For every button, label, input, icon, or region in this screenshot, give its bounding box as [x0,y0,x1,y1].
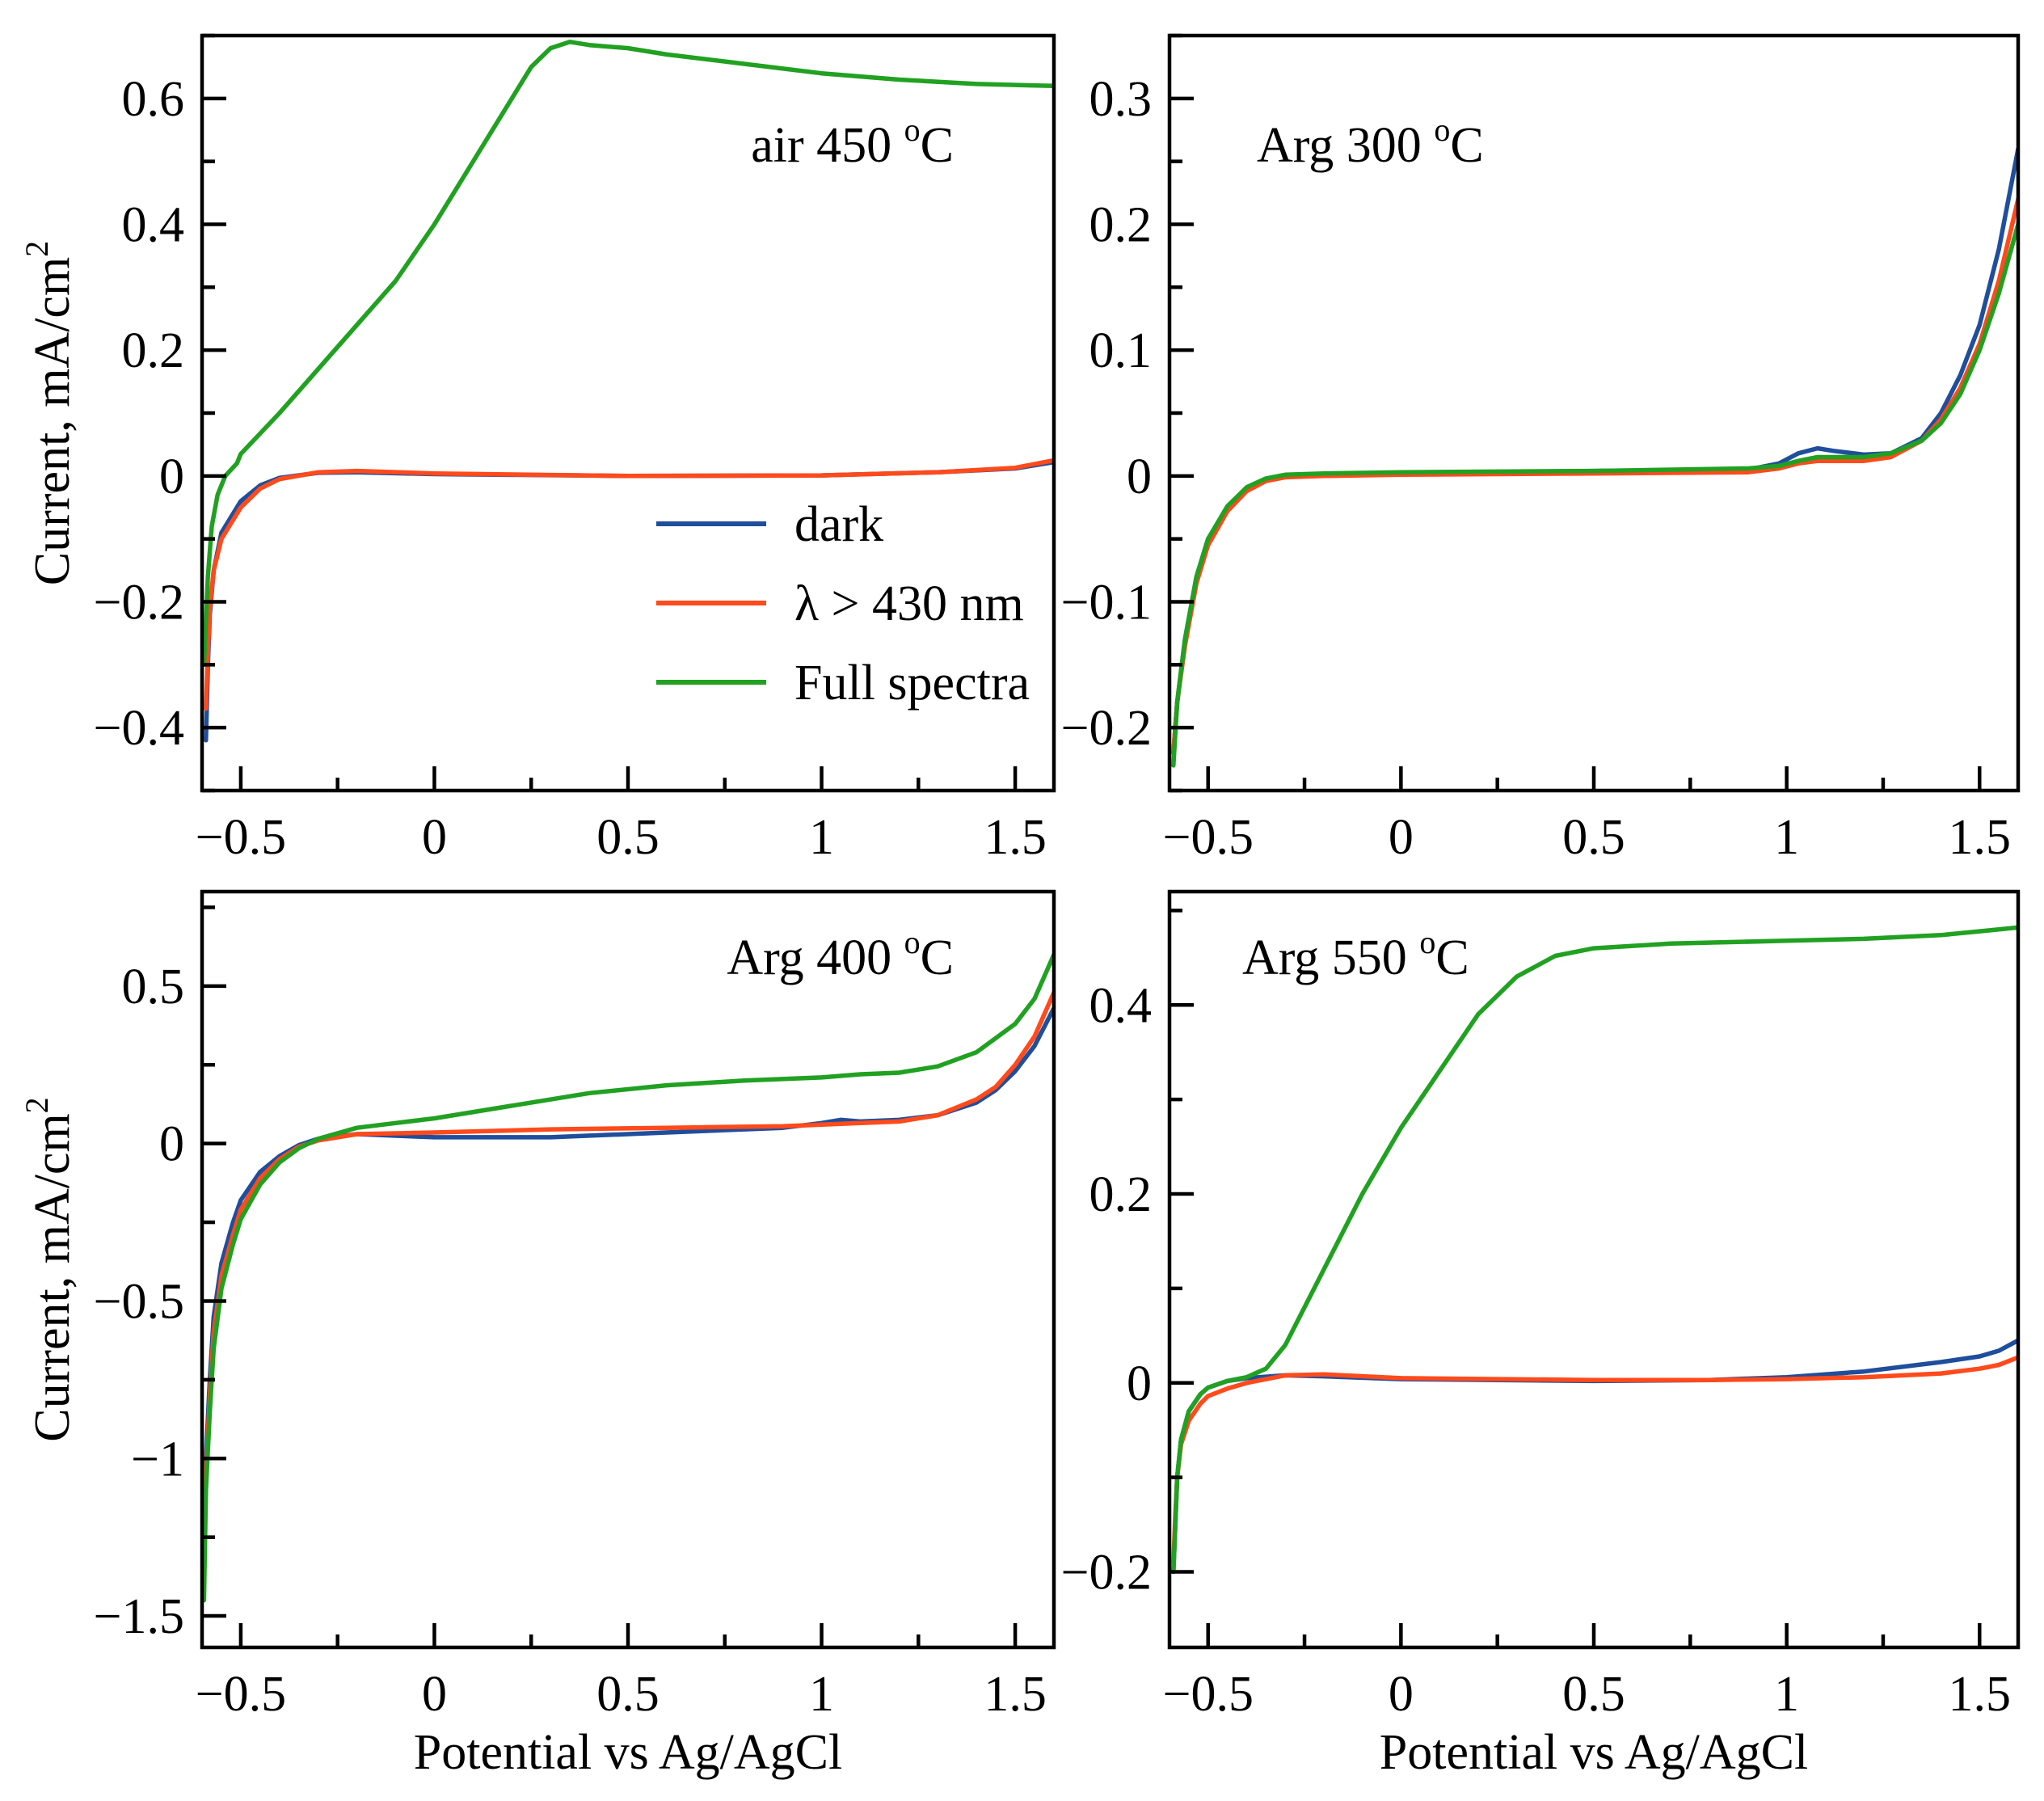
plot-frame [1167,889,2021,1650]
legend-label: dark [794,497,883,552]
plot-frame [200,889,1056,1650]
x-tick-label: 0.5 [1562,1667,1625,1722]
x-tick-label: 0.5 [596,1667,660,1722]
y-tick-label: −0.2 [1061,1546,1152,1601]
series--430-nm [204,458,1054,711]
x-tick-label: 0.5 [1562,810,1625,865]
panel-label: air 450 oC [751,112,954,173]
y-tick-label: −1.5 [94,1589,184,1644]
y-axis-title-text: Current, mA/cm [25,257,80,585]
x-tick-label: 1.5 [984,1667,1047,1722]
series--430-nm [1171,1355,2018,1565]
y-tick-label: −0.1 [1061,576,1152,631]
y-tick-label: 0.1 [1089,323,1153,378]
x-tick-label: 1 [1774,810,1799,865]
x-tick-label: 1 [809,1667,834,1722]
y-tick-label: 0 [1127,449,1152,504]
x-tick-label: 1 [809,810,834,865]
x-tick-label: −0.5 [1162,810,1253,865]
y-tick-label: 0.4 [1089,978,1153,1033]
y-tick-label: −1 [131,1432,184,1487]
panel-label-unit: C [1450,118,1483,173]
y-tick-label: 0.2 [1089,198,1153,253]
y-tick-label: −0.2 [94,576,184,631]
x-tick-label: 0.5 [596,810,660,865]
y-axis-title: Current, mA/cm2 [19,1097,80,1441]
series-dark [202,1006,1054,1571]
legend-label: Full spectra [794,656,1030,711]
panel-label-text: air 450 [751,118,904,173]
x-tick-label: 0 [422,810,447,865]
x-axis-title: Potential vs Ag/AgCl [1380,1725,1808,1780]
series--430-nm [202,989,1054,1587]
x-tick-label: −0.5 [1162,1667,1253,1722]
panel-arg550: −0.5 0 0.5 1 1.5 −0.2 0 0.2 0.4 Arg 550 oC Potenti… [1061,889,2021,1780]
x-tick-label: 0 [1389,810,1414,865]
x-axis-title: Potential vs Ag/AgCl [414,1725,842,1780]
y-tick-label: −0.5 [94,1274,184,1329]
legend: dark λ > 430 nm Full spectra [656,497,1030,711]
series-full-spectra [1171,925,2018,1575]
y-tick-label: 0.3 [1089,72,1153,127]
panel-label-text: Arg 300 [1257,118,1434,173]
y-tick-label: −0.4 [94,701,184,756]
panel-label: Arg 550 oC [1242,924,1469,985]
panel-label-unit: C [921,118,954,173]
x-tick-label: −0.5 [196,810,286,865]
y-axis-title-text: Current, mA/cm [25,1113,80,1441]
panel-label-degree: o [904,112,921,148]
series-full-spectra [202,952,1054,1603]
x-tick-label: 1 [1774,1667,1799,1722]
panel-label-text: Arg 400 [727,930,904,985]
x-tick-label: 1.5 [984,810,1047,865]
y-tick-label: 0 [159,1117,184,1172]
x-tick-label: −0.5 [196,1667,286,1722]
y-tick-label: 0.5 [122,960,185,1014]
y-tick-label: 0.2 [122,323,185,378]
y-axis-title-sup: 2 [19,241,55,257]
y-tick-label: 0 [1127,1356,1152,1411]
x-tick-label: 1.5 [1949,1667,2012,1722]
panel-label-unit: C [1435,930,1469,985]
x-tick-label: 0 [422,1667,447,1722]
y-axis-title: Current, mA/cm2 [19,241,80,585]
y-tick-label: −0.2 [1061,701,1152,756]
panel-label-unit: C [921,930,954,985]
panel-label: Arg 300 oC [1257,112,1484,173]
y-tick-label: 0.6 [122,72,185,127]
panel-label-text: Arg 550 [1242,930,1419,985]
x-tick-label: 1.5 [1949,810,2012,865]
series-full-spectra [1171,221,2018,768]
y-tick-label: 0.2 [1089,1167,1153,1222]
panel-arg400: −0.5 0 0.5 1 1.5 −1.5 −1 −0.5 0 0.5 Arg 400 oC Curr… [19,889,1056,1780]
x-tick-label: 0 [1389,1667,1414,1722]
legend-label: λ > 430 nm [794,576,1024,631]
panel-label: Arg 400 oC [727,924,954,985]
panel-label-degree: o [1419,924,1435,960]
panel-label-degree: o [1434,112,1450,148]
y-tick-label: 0.4 [122,198,185,253]
y-tick-label: 0 [159,449,184,504]
y-axis-title-sup: 2 [19,1097,55,1113]
panel-arg300: −0.5 0 0.5 1 1.5 −0.2 −0.1 0 0.1 0.2 0.3 Arg 300 oC [1061,33,2021,865]
panel-label-degree: o [904,924,921,960]
